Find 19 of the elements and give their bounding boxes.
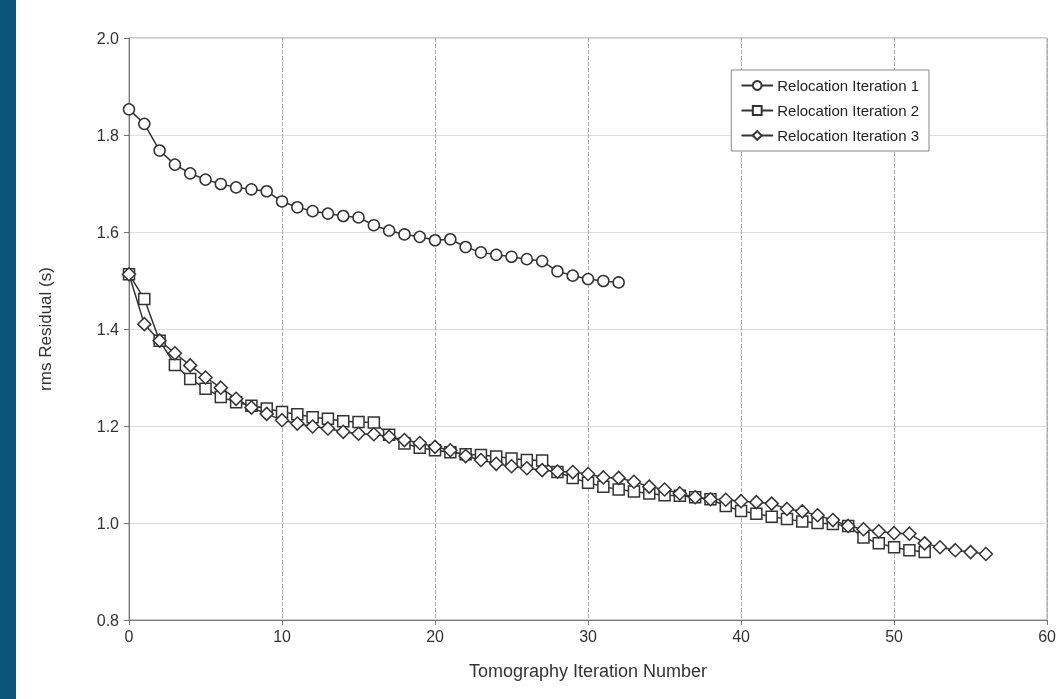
x-tick-label: 20 — [426, 627, 445, 645]
x-tick-label: 30 — [579, 627, 598, 645]
x-tick-label: 50 — [885, 627, 904, 645]
y-tick-label: 1.8 — [96, 126, 120, 144]
y-tick-label: 2.0 — [96, 29, 120, 47]
legend-label: Relocation Iteration 1 — [777, 77, 920, 94]
x-tick-label: 0 — [124, 627, 134, 645]
y-tick-label: 0.8 — [96, 611, 120, 629]
y-tick-label: 1.0 — [96, 514, 120, 532]
x-tick-label: 60 — [1038, 627, 1057, 645]
y-tick-label: 1.2 — [96, 417, 120, 435]
x-tick-label: 40 — [732, 627, 751, 645]
y-tick-label: 1.4 — [96, 320, 120, 338]
y-tick-label: 1.6 — [96, 223, 120, 241]
y-axis-title: rms Residual (s) — [36, 267, 55, 391]
legend-label: Relocation Iteration 2 — [777, 102, 920, 119]
x-axis-title: Tomography Iteration Number — [468, 661, 708, 681]
x-tick-label: 10 — [273, 627, 292, 645]
legend-label: Relocation Iteration 3 — [777, 127, 920, 144]
